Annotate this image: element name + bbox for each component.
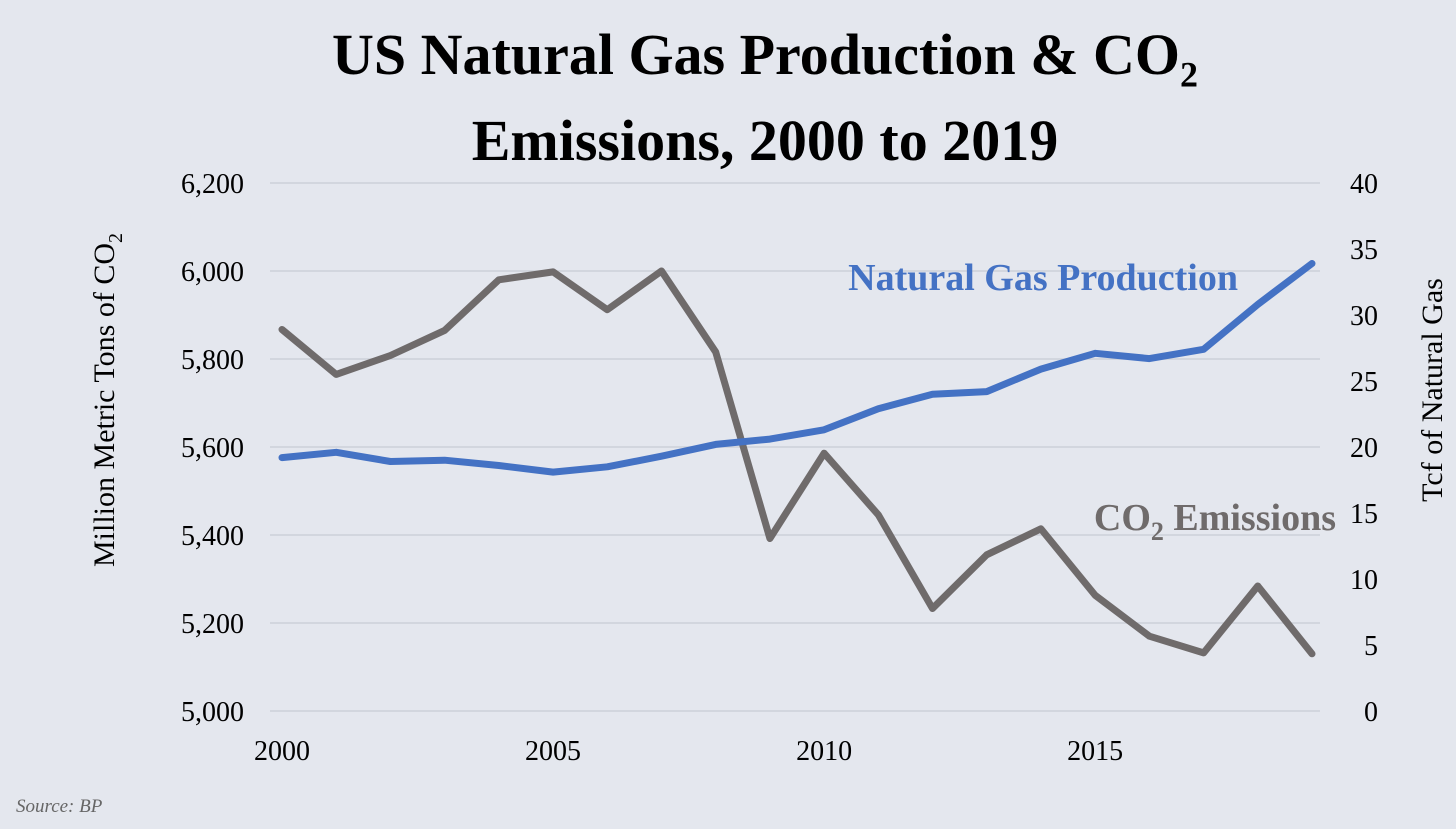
y2-tick-label: 40	[1350, 169, 1378, 200]
y-tick-label: 6,200	[181, 169, 244, 200]
natural-gas-production-label: Natural Gas Production	[848, 257, 1238, 299]
y2-tick-label: 20	[1350, 433, 1378, 464]
y2-tick-label: 30	[1350, 301, 1378, 332]
y2-tick-label: 0	[1364, 697, 1378, 728]
co2-emissions-label: CO2 Emissions	[1094, 497, 1336, 546]
y-tick-label: 5,600	[181, 433, 244, 464]
y-tick-label: 5,800	[181, 345, 244, 376]
x-tick-label: 2000	[254, 736, 310, 767]
y-axis-title: Million Metric Tons of CO2	[88, 233, 127, 567]
x-tick-label: 2010	[796, 736, 852, 767]
natural-gas-production-line	[278, 260, 1316, 476]
x-tick-label: 2005	[525, 736, 581, 767]
y2-tick-label: 25	[1350, 367, 1378, 398]
y2-tick-label: 5	[1364, 631, 1378, 662]
y2-tick-label: 15	[1350, 499, 1378, 530]
axis-tick-labels: 5,000 5,200 5,400 5,600 5,800 6,000 6,200 0 5 10 1…	[181, 169, 1378, 767]
co2-emissions-line	[278, 267, 1316, 658]
y-tick-label: 6,000	[181, 257, 244, 288]
y-tick-label: 5,400	[181, 521, 244, 552]
chart-title-line-1: US Natural Gas Production & CO2	[331, 22, 1199, 95]
source-note: Source: BP	[16, 796, 103, 817]
x-tick-label: 2015	[1067, 736, 1123, 767]
chart-title-line-2: Emissions, 2000 to 2019	[471, 107, 1059, 173]
y2-tick-label: 10	[1350, 565, 1378, 596]
y2-axis-title: Tcf of Natural Gas	[1416, 278, 1449, 502]
series-labels: Natural Gas Production CO2 Emissions	[848, 257, 1336, 546]
y-tick-label: 5,000	[181, 697, 244, 728]
chart-title: US Natural Gas Production & CO2 Emission…	[0, 22, 1456, 174]
y-tick-label: 5,200	[181, 609, 244, 640]
y2-tick-label: 35	[1350, 235, 1378, 266]
chart-title-subscript: 2	[1180, 54, 1199, 95]
series-lines	[278, 260, 1316, 658]
